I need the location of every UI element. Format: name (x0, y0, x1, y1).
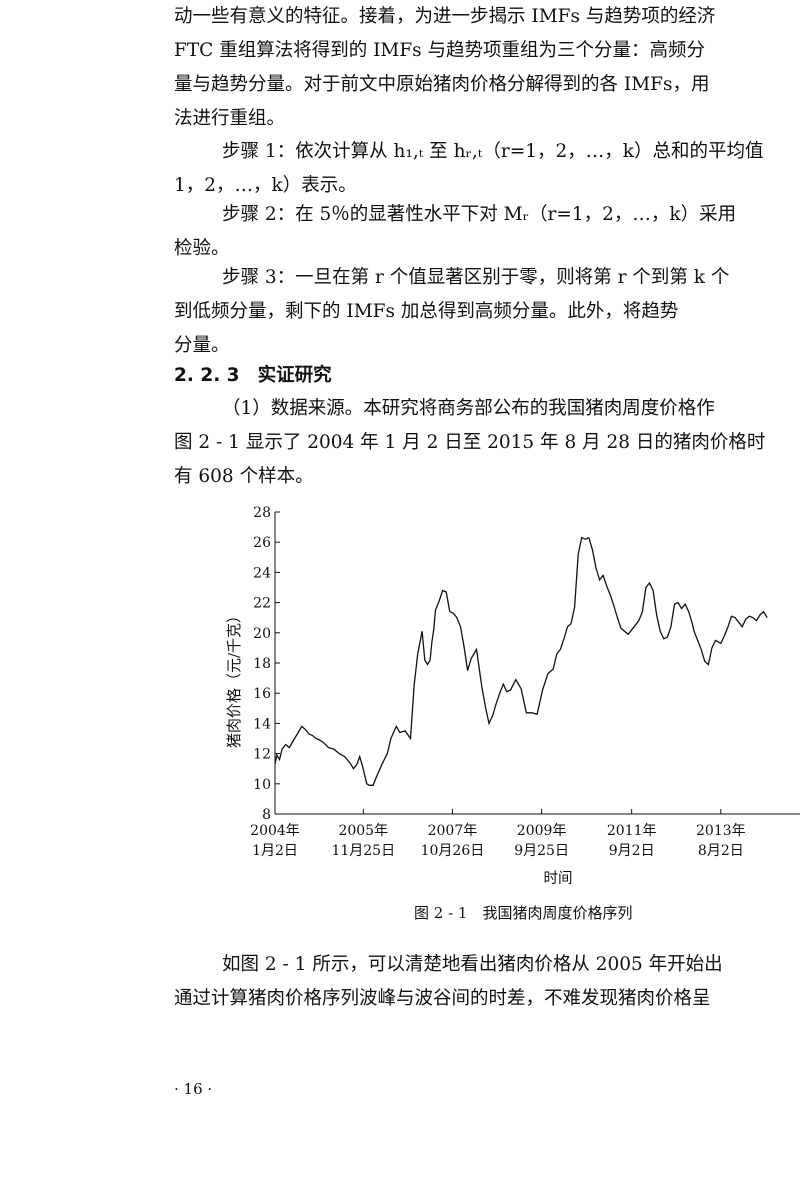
data-source-paragraph: （1）数据来源。本研究将商务部公布的我国猪肉周度价格作 图 2 - 1 显示了 … (174, 392, 800, 494)
x-tick-date-label: 1月2日 (252, 843, 298, 859)
y-axis-label: 猪肉价格（元/千克） (225, 608, 243, 748)
text-line: 有 608 个样本。 (174, 466, 314, 487)
x-tick-year-label: 2005年 (338, 823, 388, 839)
text-line: 动一些有意义的特征。接着，为进一步揭示 IMFs 与趋势项的经济 (174, 6, 716, 27)
step-2-paragraph: 步骤 2：在 5％的显著性水平下对 Mᵣ（r=1，2，…，k）采用 检验。 (174, 198, 800, 266)
y-tick-label: 10 (253, 777, 271, 793)
body-paragraph-intro: 动一些有意义的特征。接着，为进一步揭示 IMFs 与趋势项的经济 FTC 重组算… (174, 0, 800, 136)
series-line (274, 536, 768, 786)
y-tick-label: 8 (262, 807, 271, 823)
y-tick-label: 18 (253, 656, 271, 672)
y-tick-label: 26 (253, 535, 271, 551)
x-tick-date-label: 11月25日 (331, 843, 395, 859)
step-1-paragraph: 步骤 1：依次计算从 h₁,ₜ 至 hᵣ,ₜ（r=1，2，…，k）总和的平均值 … (174, 135, 800, 203)
y-tick-label: 22 (253, 596, 271, 612)
y-axis-ticks: 8 10 12 14 16 18 20 22 24 26 28 (253, 505, 280, 823)
text-line: 分量。 (174, 335, 230, 356)
step-3-paragraph: 步骤 3：一旦在第 r 个值显著区别于零，则将第 r 个到第 k 个 到低频分量… (174, 261, 800, 363)
y-tick-label: 16 (253, 686, 271, 702)
y-tick-label: 28 (253, 505, 271, 521)
y-axis-label-text: 猪肉价格（元/千克） (225, 608, 243, 748)
text-line: 步骤 1：依次计算从 h₁,ₜ 至 hᵣ,ₜ（r=1，2，…，k）总和的平均值 (222, 141, 764, 162)
text-line: 图 2 - 1 显示了 2004 年 1 月 2 日至 2015 年 8 月 2… (174, 432, 766, 453)
text-line: 步骤 3：一旦在第 r 个值显著区别于零，则将第 r 个到第 k 个 (222, 267, 730, 288)
y-tick-label: 14 (253, 716, 271, 732)
text-line: 到低频分量，剩下的 IMFs 加总得到高频分量。此外，将趋势 (174, 301, 679, 322)
page-number: · 16 · (174, 1080, 213, 1098)
text-line: 通过计算猪肉价格序列波峰与波谷间的时差，不难发现猪肉价格呈 (174, 988, 711, 1009)
x-tick-date-label: 9月25日 (514, 843, 569, 859)
pork-price-line-chart: 猪肉价格（元/千克） 8 10 12 14 16 18 20 22 24 26 28 2004年 1月… (225, 505, 800, 887)
text-line: 1，2，…，k）表示。 (174, 175, 357, 196)
text-line: 如图 2 - 1 所示，可以清楚地看出猪肉价格从 2005 年开始出 (222, 954, 723, 975)
x-tick-year-label: 2007年 (428, 823, 478, 839)
text-line: 法进行重组。 (174, 108, 286, 129)
section-heading: 2. 2. 3 实证研究 (174, 359, 332, 393)
text-line: FTC 重组算法将得到的 IMFs 与趋势项重组为三个分量：高频分 (174, 40, 706, 61)
text-line: 步骤 2：在 5％的显著性水平下对 Mᵣ（r=1，2，…，k）采用 (222, 204, 737, 225)
x-tick-date-label: 10月26日 (421, 843, 485, 859)
x-axis-label: 时间 (544, 870, 573, 887)
text-line: （1）数据来源。本研究将商务部公布的我国猪肉周度价格作 (222, 398, 715, 419)
x-tick-year-label: 2013年 (696, 823, 746, 839)
x-tick-year-label: 2004年 (250, 823, 300, 839)
section-title: 实证研究 (257, 365, 332, 386)
text-line: 检验。 (174, 238, 230, 259)
text-line: 量与趋势分量。对于前文中原始猪肉价格分解得到的各 IMFs，用 (174, 74, 710, 95)
x-tick-year-label: 2009年 (517, 823, 567, 839)
x-tick-date-label: 8月2日 (698, 843, 744, 859)
section-number: 2. 2. 3 (174, 365, 240, 386)
y-tick-label: 20 (253, 626, 271, 642)
figure-caption: 图 2 - 1 我国猪肉周度价格序列 (414, 904, 633, 922)
x-axis-ticks: 2004年 1月2日 2005年 11月25日 2007年 10月26日 2009年 9月25… (250, 809, 746, 859)
x-tick-year-label: 2011年 (607, 823, 657, 839)
x-tick-date-label: 9月2日 (609, 843, 655, 859)
y-tick-label: 12 (253, 747, 271, 763)
analysis-paragraph: 如图 2 - 1 所示，可以清楚地看出猪肉价格从 2005 年开始出 通过计算猪… (174, 948, 800, 1016)
y-tick-label: 24 (253, 565, 271, 581)
